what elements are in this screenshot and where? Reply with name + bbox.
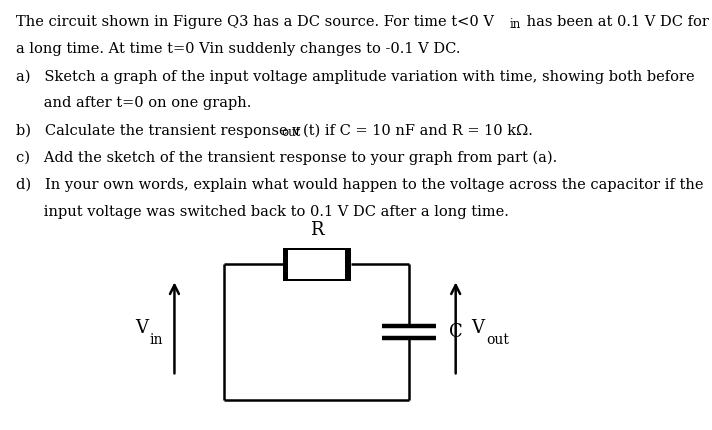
Text: in: in xyxy=(150,333,163,347)
Text: C: C xyxy=(449,323,463,341)
Text: c)   Add the sketch of the transient response to your graph from part (a).: c) Add the sketch of the transient respo… xyxy=(16,150,557,165)
Text: in: in xyxy=(510,18,521,31)
Text: d)   In your own words, explain what would happen to the voltage across the capa: d) In your own words, explain what would… xyxy=(16,178,703,192)
Text: R: R xyxy=(310,221,323,239)
Text: and after t=0 on one graph.: and after t=0 on one graph. xyxy=(16,96,251,111)
Text: a long time. At time t=0 Vin suddenly changes to -0.1 V DC.: a long time. At time t=0 Vin suddenly ch… xyxy=(16,42,460,56)
Text: a)   Sketch a graph of the input voltage amplitude variation with time, showing : a) Sketch a graph of the input voltage a… xyxy=(16,69,694,83)
Text: The circuit shown in Figure Q3 has a DC source. For time t<0 V: The circuit shown in Figure Q3 has a DC … xyxy=(16,15,493,29)
Text: (t) if C = 10 nF and R = 10 kΩ.: (t) if C = 10 nF and R = 10 kΩ. xyxy=(303,123,533,138)
Text: out: out xyxy=(281,126,300,139)
Text: input voltage was switched back to 0.1 V DC after a long time.: input voltage was switched back to 0.1 V… xyxy=(16,205,508,219)
Text: V: V xyxy=(135,319,148,337)
Bar xyxy=(288,250,345,279)
Text: b)   Calculate the transient response v: b) Calculate the transient response v xyxy=(16,123,300,138)
Text: out: out xyxy=(486,333,509,347)
Bar xyxy=(283,248,351,281)
Text: has been at 0.1 V DC for: has been at 0.1 V DC for xyxy=(522,15,708,29)
Text: V: V xyxy=(471,319,484,337)
